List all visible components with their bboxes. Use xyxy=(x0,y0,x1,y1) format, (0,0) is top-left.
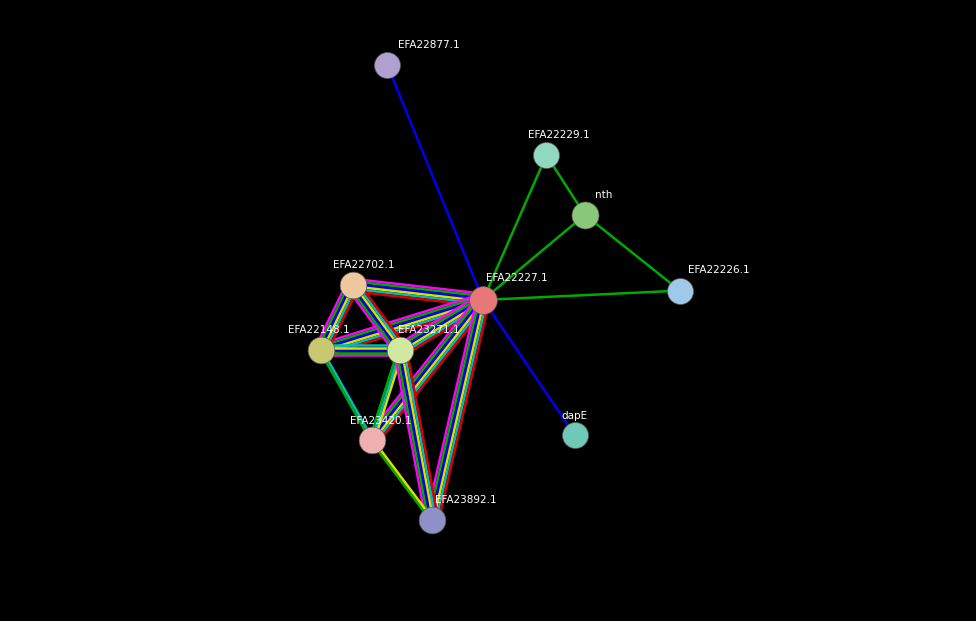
Point xyxy=(380,60,395,70)
Text: EFA23271.1: EFA23271.1 xyxy=(398,325,460,335)
Point xyxy=(672,286,688,296)
Text: EFA23420.1: EFA23420.1 xyxy=(350,416,412,426)
Text: nth: nth xyxy=(594,190,612,200)
Point xyxy=(364,435,380,445)
Point xyxy=(392,345,408,355)
Point xyxy=(425,515,440,525)
Text: EFA22227.1: EFA22227.1 xyxy=(486,273,548,283)
Text: EFA22148.1: EFA22148.1 xyxy=(288,325,349,335)
Point xyxy=(577,210,592,220)
Point xyxy=(313,345,329,355)
Text: EFA23892.1: EFA23892.1 xyxy=(435,496,497,505)
Text: dapE: dapE xyxy=(561,411,588,421)
Text: EFA22702.1: EFA22702.1 xyxy=(333,260,394,270)
Point xyxy=(539,150,554,160)
Text: EFA22226.1: EFA22226.1 xyxy=(688,265,750,275)
Text: EFA22229.1: EFA22229.1 xyxy=(528,130,590,140)
Point xyxy=(567,430,583,440)
Point xyxy=(345,280,360,290)
Text: EFA22877.1: EFA22877.1 xyxy=(398,40,460,50)
Point xyxy=(475,295,491,305)
